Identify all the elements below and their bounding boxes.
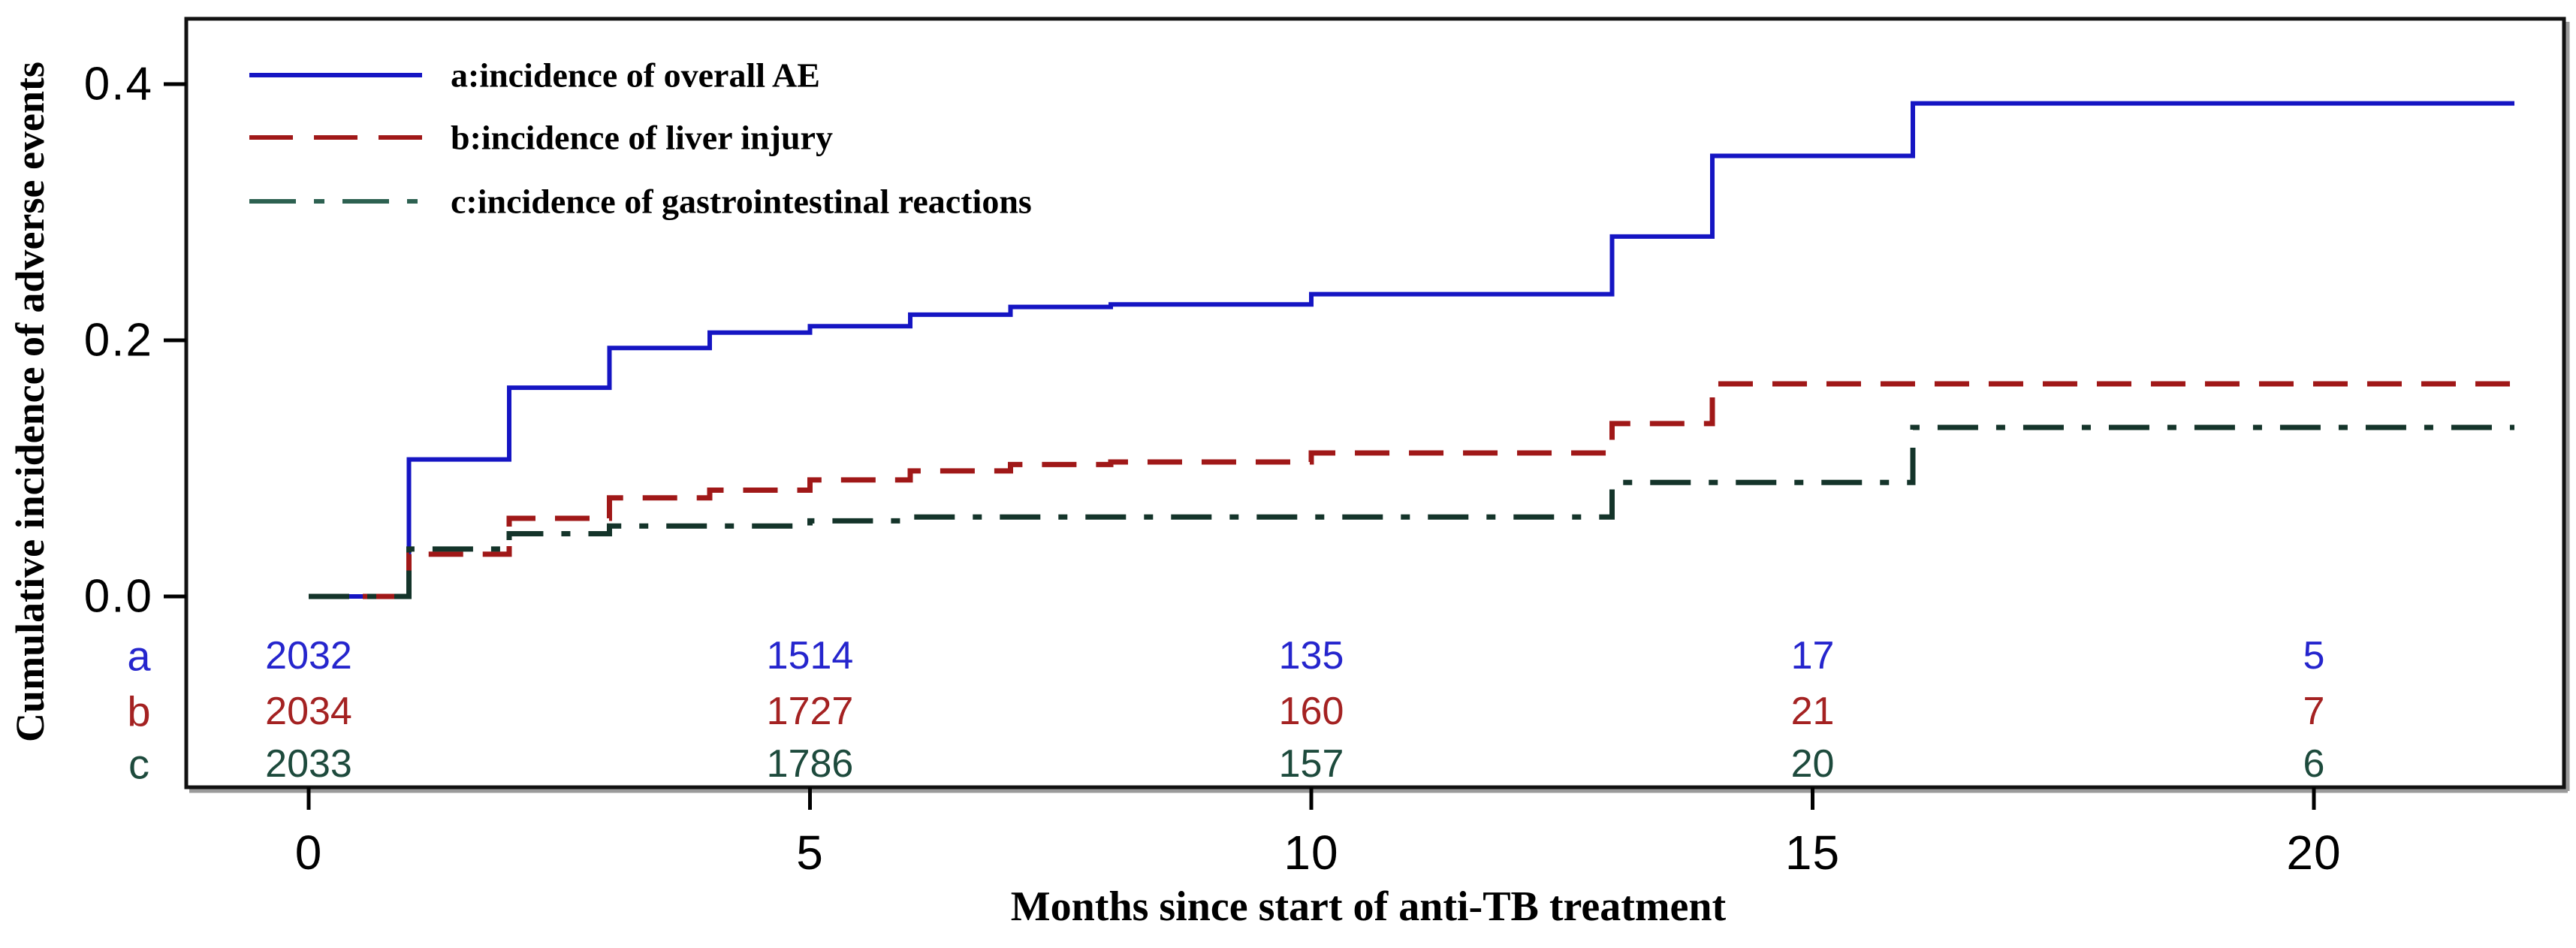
curve-a: [309, 101, 2514, 599]
risk-value-a-m10: 135: [1278, 634, 1344, 678]
legend-label-a: a:incidence of overall AE: [451, 56, 820, 95]
risk-value-b-m15: 21: [1790, 690, 1835, 733]
risk-row-label-c: c: [128, 740, 149, 788]
risk-value-b-m10: 160: [1278, 690, 1344, 733]
curve-c: [309, 424, 2514, 599]
plot-frame: [184, 17, 2566, 789]
curve-b: [309, 381, 2514, 599]
risk-row-label-a: a: [127, 632, 151, 680]
risk-value-a-m5: 1514: [766, 634, 854, 678]
risk-value-a-m20: 5: [2303, 634, 2325, 678]
risk-value-b-m5: 1727: [766, 690, 854, 733]
y-tick-label-0.2: 0.2: [83, 314, 153, 367]
risk-value-a-m0: 2032: [265, 634, 352, 678]
risk-value-b-m20: 7: [2303, 690, 2325, 733]
y-axis-title: Cumulative incidence of adverse events: [8, 62, 53, 742]
risk-row-label-b: b: [127, 687, 151, 735]
x-tick-label-15: 15: [1784, 826, 1841, 880]
x-tick-label-20: 20: [2286, 826, 2342, 880]
x-axis-title: Months since start of anti-TB treatment: [1010, 883, 1727, 930]
legend-label-b: b:incidence of liver injury: [451, 118, 833, 157]
risk-value-c-m20: 6: [2303, 742, 2325, 786]
x-tick-label-5: 5: [796, 826, 824, 880]
y-tick-label-0.4: 0.4: [83, 58, 153, 110]
x-tick-label-10: 10: [1283, 826, 1339, 880]
risk-value-b-m0: 2034: [265, 690, 352, 733]
legend-label-c: c:incidence of gastrointestinal reaction…: [451, 182, 1032, 221]
risk-value-a-m15: 17: [1790, 634, 1835, 678]
risk-value-c-m5: 1786: [766, 742, 854, 786]
risk-value-c-m15: 20: [1790, 742, 1835, 786]
x-tick-label-0: 0: [294, 826, 323, 880]
risk-value-c-m10: 157: [1278, 742, 1344, 786]
risk-value-c-m0: 2033: [265, 742, 352, 786]
y-tick-label-0.0: 0.0: [83, 570, 153, 623]
